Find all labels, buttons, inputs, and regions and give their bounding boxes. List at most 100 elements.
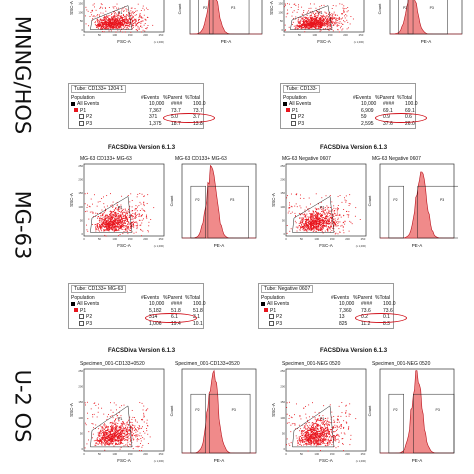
event-point bbox=[327, 21, 329, 23]
event-point bbox=[328, 219, 330, 221]
event-point bbox=[100, 433, 102, 435]
event-point bbox=[123, 26, 125, 28]
event-point bbox=[102, 428, 104, 430]
event-point bbox=[112, 435, 114, 437]
event-point bbox=[313, 221, 315, 223]
event-point bbox=[325, 17, 327, 18]
event-point bbox=[291, 206, 293, 208]
event-point bbox=[97, 18, 99, 20]
event-point bbox=[115, 27, 116, 29]
event-point bbox=[322, 220, 324, 222]
event-point bbox=[136, 24, 138, 25]
event-point bbox=[134, 8, 136, 10]
event-point bbox=[343, 9, 345, 11]
event-point bbox=[126, 22, 128, 24]
event-point bbox=[310, 228, 312, 230]
event-point bbox=[327, 417, 329, 419]
event-point bbox=[309, 17, 311, 19]
event-point bbox=[306, 223, 307, 225]
event-point bbox=[341, 13, 342, 15]
event-point bbox=[128, 21, 130, 23]
event-point bbox=[120, 208, 122, 210]
event-point bbox=[95, 444, 97, 446]
event-point bbox=[124, 25, 126, 27]
event-point bbox=[333, 221, 335, 223]
event-point bbox=[137, 430, 139, 432]
event-point bbox=[117, 24, 119, 26]
event-point bbox=[306, 228, 308, 230]
event-point bbox=[143, 416, 145, 418]
event-point bbox=[101, 438, 103, 440]
event-point bbox=[119, 220, 121, 222]
event-point bbox=[107, 219, 109, 221]
event-point bbox=[334, 223, 336, 225]
event-point bbox=[100, 26, 102, 28]
event-point bbox=[313, 211, 314, 213]
event-point bbox=[143, 202, 145, 204]
event-point bbox=[113, 402, 115, 404]
event-point bbox=[298, 225, 300, 227]
event-point bbox=[315, 433, 316, 435]
event-point bbox=[309, 16, 311, 18]
event-point bbox=[143, 430, 144, 432]
event-cloud bbox=[286, 401, 357, 452]
x-tick-label: 50 bbox=[300, 237, 304, 241]
event-point bbox=[316, 27, 318, 29]
event-point bbox=[117, 435, 119, 437]
event-point bbox=[326, 12, 328, 14]
event-point bbox=[110, 434, 112, 436]
event-point bbox=[95, 224, 97, 225]
event-point bbox=[132, 13, 134, 15]
event-point bbox=[126, 443, 128, 445]
event-point bbox=[99, 219, 101, 221]
event-point bbox=[313, 24, 315, 26]
event-point bbox=[134, 18, 135, 20]
event-point bbox=[91, 19, 93, 21]
event-point bbox=[136, 214, 138, 216]
event-point bbox=[104, 449, 106, 451]
event-point bbox=[100, 12, 102, 14]
event-point bbox=[98, 227, 100, 229]
event-point bbox=[299, 229, 301, 231]
event-point bbox=[107, 426, 109, 428]
event-point bbox=[309, 220, 311, 222]
event-point bbox=[304, 441, 305, 443]
event-point bbox=[122, 421, 124, 423]
event-point bbox=[92, 416, 94, 418]
event-point bbox=[351, 223, 353, 225]
event-point bbox=[333, 22, 335, 24]
event-point bbox=[337, 24, 339, 26]
event-point bbox=[118, 441, 120, 443]
event-point bbox=[132, 424, 134, 426]
event-point bbox=[99, 224, 101, 226]
event-point bbox=[333, 13, 335, 15]
event-point bbox=[124, 26, 126, 28]
event-point bbox=[315, 24, 317, 26]
event-point bbox=[140, 229, 142, 231]
event-point bbox=[100, 434, 102, 436]
event-point bbox=[321, 224, 323, 226]
event-point bbox=[339, 21, 341, 23]
event-point bbox=[297, 28, 299, 30]
event-point bbox=[101, 227, 103, 229]
event-point bbox=[311, 220, 313, 222]
event-point bbox=[290, 416, 292, 418]
event-point bbox=[335, 19, 337, 21]
event-point bbox=[103, 413, 105, 415]
event-point bbox=[91, 9, 93, 11]
event-point bbox=[304, 222, 306, 224]
event-point bbox=[126, 24, 128, 26]
event-point bbox=[301, 17, 303, 19]
event-point bbox=[128, 15, 130, 17]
event-point bbox=[115, 215, 117, 216]
event-point bbox=[108, 431, 110, 433]
event-point bbox=[297, 9, 299, 10]
event-point bbox=[141, 427, 143, 429]
event-point bbox=[106, 27, 108, 29]
event-point bbox=[319, 443, 321, 445]
event-point bbox=[318, 27, 320, 29]
event-point bbox=[118, 427, 120, 429]
event-point bbox=[325, 217, 327, 219]
event-point bbox=[113, 17, 115, 18]
event-point bbox=[116, 218, 118, 220]
